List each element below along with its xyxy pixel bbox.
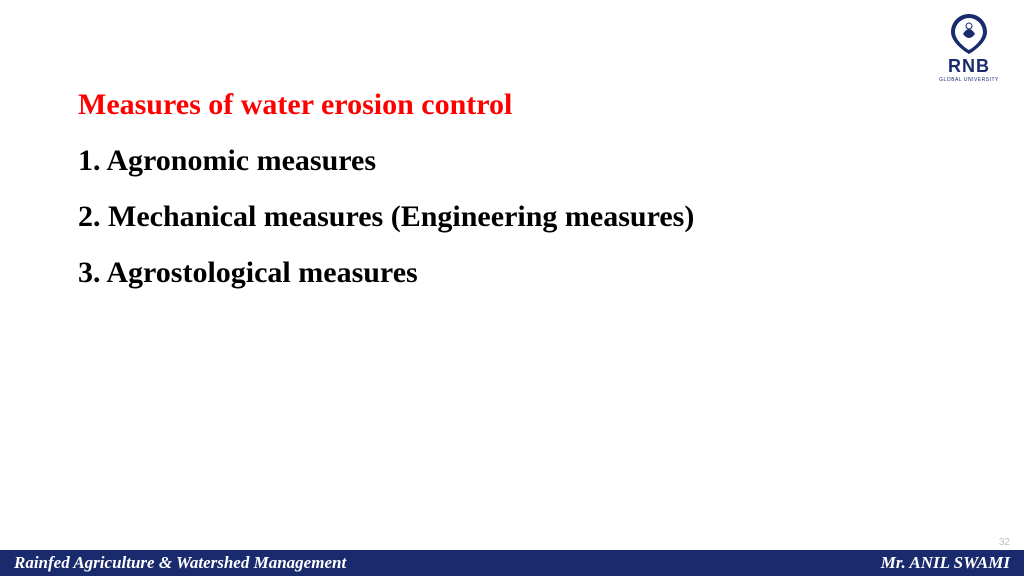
logo-icon: [945, 10, 993, 58]
logo-subtext: GLOBAL UNIVERSITY: [934, 77, 1004, 83]
footer-bar: Rainfed Agriculture & Watershed Manageme…: [0, 550, 1024, 576]
slide-number: 32: [999, 537, 1010, 548]
footer-left: Rainfed Agriculture & Watershed Manageme…: [14, 553, 346, 573]
university-logo: RNB GLOBAL UNIVERSITY: [934, 10, 1004, 83]
slide-content: Measures of water erosion control 1. Agr…: [78, 88, 964, 312]
list-item: 2. Mechanical measures (Engineering meas…: [78, 200, 964, 234]
list-item: 3. Agrostological measures: [78, 256, 964, 290]
footer-right: Mr. ANIL SWAMI: [881, 553, 1010, 573]
logo-text: RNB: [934, 56, 1004, 77]
list-item: 1. Agronomic measures: [78, 144, 964, 178]
slide-heading: Measures of water erosion control: [78, 88, 964, 122]
